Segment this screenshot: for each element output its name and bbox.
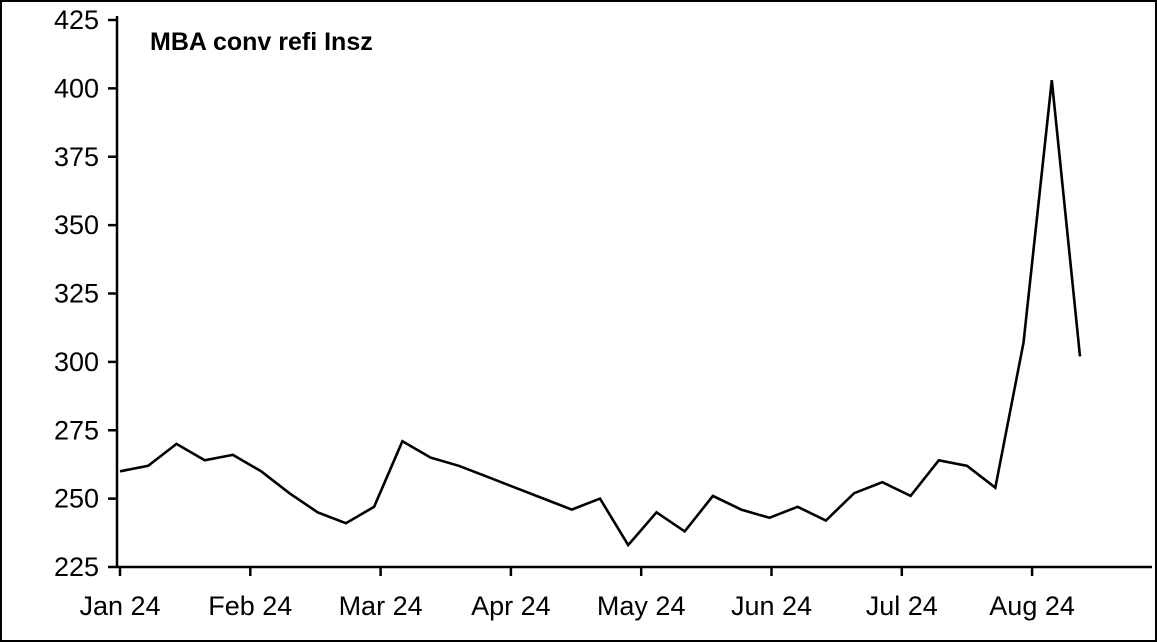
- y-tick-label: 225: [54, 552, 99, 582]
- y-tick-label: 275: [54, 415, 99, 445]
- x-tick-label: Jul 24: [866, 591, 938, 621]
- chart-title: MBA conv refi Insz: [150, 28, 373, 56]
- y-tick-label: 350: [54, 210, 99, 240]
- x-tick-label: Apr 24: [471, 591, 551, 621]
- series-line: [119, 80, 1082, 548]
- y-tick-label: 400: [54, 73, 99, 103]
- x-tick-label: Jun 24: [731, 591, 812, 621]
- x-tick-label: Jan 24: [79, 591, 160, 621]
- y-tick-label: 250: [54, 484, 99, 514]
- x-tick-label: Mar 24: [339, 591, 423, 621]
- x-tick-label: Aug 24: [989, 591, 1075, 621]
- y-tick-label: 325: [54, 279, 99, 309]
- x-tick-label: May 24: [597, 591, 686, 621]
- y-tick-label: 300: [54, 347, 99, 377]
- x-tick-label: Feb 24: [208, 591, 292, 621]
- y-tick-label: 425: [54, 5, 99, 35]
- y-tick-label: 375: [54, 142, 99, 172]
